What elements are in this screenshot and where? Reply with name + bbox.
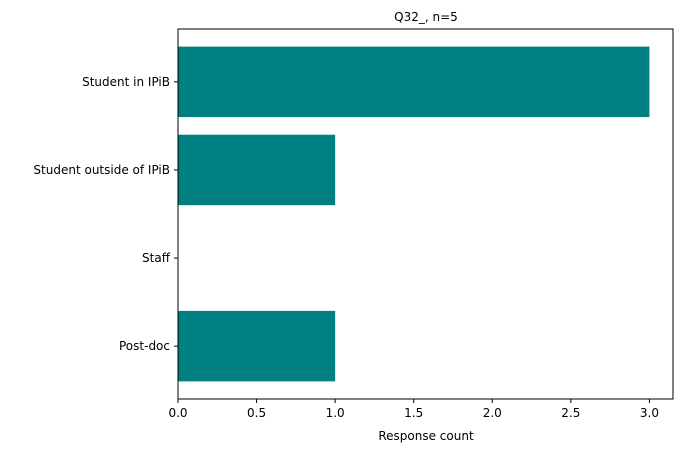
bar-post-doc [178,310,336,382]
x-tick-label: 1.0 [326,406,345,420]
y-axis: Student in IPiB Student outside of IPiB St… [33,75,178,353]
chart-title: Q32_, n=5 [394,10,458,24]
x-axis-label: Response count [378,429,474,443]
bar-student-outside-of-ipib [178,134,336,206]
x-axis: 0.0 0.5 1.0 1.5 2.0 2.5 3.0 [168,399,659,420]
y-tick-label: Student in IPiB [82,75,170,89]
x-tick-label: 1.5 [404,406,423,420]
x-tick-label: 0.5 [247,406,266,420]
x-tick-label: 2.5 [561,406,580,420]
plot-frame [177,28,674,400]
x-tick-label: 2.0 [483,406,502,420]
y-tick-label: Student outside of IPiB [33,163,170,177]
bars-group [178,46,650,382]
x-tick-label: 0.0 [168,406,187,420]
bar-student-in-ipib [178,46,650,118]
y-tick-label: Staff [142,251,171,265]
y-tick-label: Post-doc [119,339,170,353]
x-tick-label: 3.0 [640,406,659,420]
